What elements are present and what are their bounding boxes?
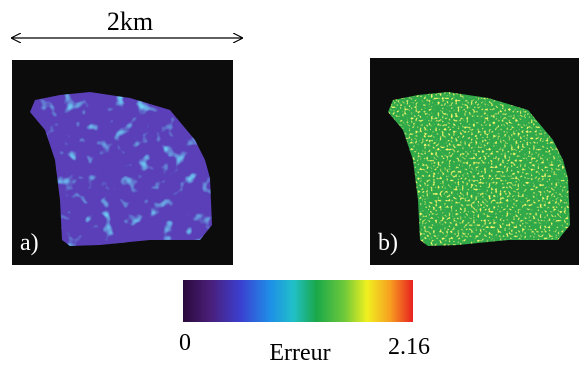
colorbar	[183, 280, 413, 322]
panel-label: a)	[20, 230, 39, 256]
colorbar-label: Erreur	[269, 340, 330, 366]
colorbar-min: 0	[179, 330, 191, 356]
scale-label: 2km	[107, 7, 153, 36]
panel-label: b)	[378, 230, 398, 256]
colorbar-max: 2.16	[388, 334, 430, 360]
